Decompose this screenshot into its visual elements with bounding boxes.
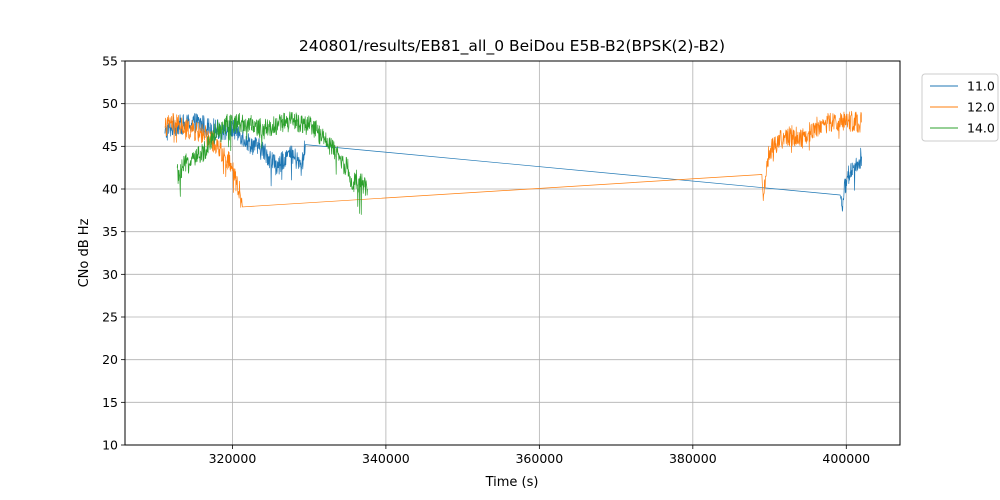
y-tick-label: 40 xyxy=(102,182,118,197)
series-line xyxy=(164,110,862,208)
y-axis-ticks: 10 15 20 25 30 35 40 45 50 55 xyxy=(102,54,125,453)
chart-title: 240801/results/EB81_all_0 BeiDou E5B-B2(… xyxy=(299,37,725,56)
series-12.0 xyxy=(164,110,862,208)
series-line xyxy=(176,111,368,215)
y-tick-label: 30 xyxy=(102,267,118,282)
legend-label: 11.0 xyxy=(967,79,995,94)
y-tick-label: 25 xyxy=(102,310,118,325)
y-tick-label: 35 xyxy=(102,224,118,239)
y-tick-label: 55 xyxy=(102,54,118,69)
x-tick-label: 320000 xyxy=(209,451,257,466)
x-axis-title: Time (s) xyxy=(485,475,539,490)
series-layer xyxy=(164,110,862,215)
y-tick-label: 50 xyxy=(102,96,118,111)
x-tick-label: 400000 xyxy=(822,451,870,466)
y-axis-title: CNo dB Hz xyxy=(77,218,92,287)
y-tick-label: 20 xyxy=(102,352,118,367)
x-tick-label: 340000 xyxy=(362,451,410,466)
y-tick-label: 15 xyxy=(102,395,118,410)
plot-frame xyxy=(124,60,901,446)
x-axis-ticks: 320000 340000 360000 380000 400000 xyxy=(209,445,870,466)
legend-label: 14.0 xyxy=(967,121,995,136)
series-14.0 xyxy=(176,111,368,215)
legend-box xyxy=(921,73,999,142)
x-tick-label: 360000 xyxy=(515,451,563,466)
y-tick-label: 45 xyxy=(102,139,118,154)
x-tick-label: 380000 xyxy=(669,451,717,466)
legend-label: 12.0 xyxy=(967,100,995,115)
legend: 11.0 12.0 14.0 xyxy=(921,73,999,142)
y-tick-label: 10 xyxy=(102,438,118,453)
